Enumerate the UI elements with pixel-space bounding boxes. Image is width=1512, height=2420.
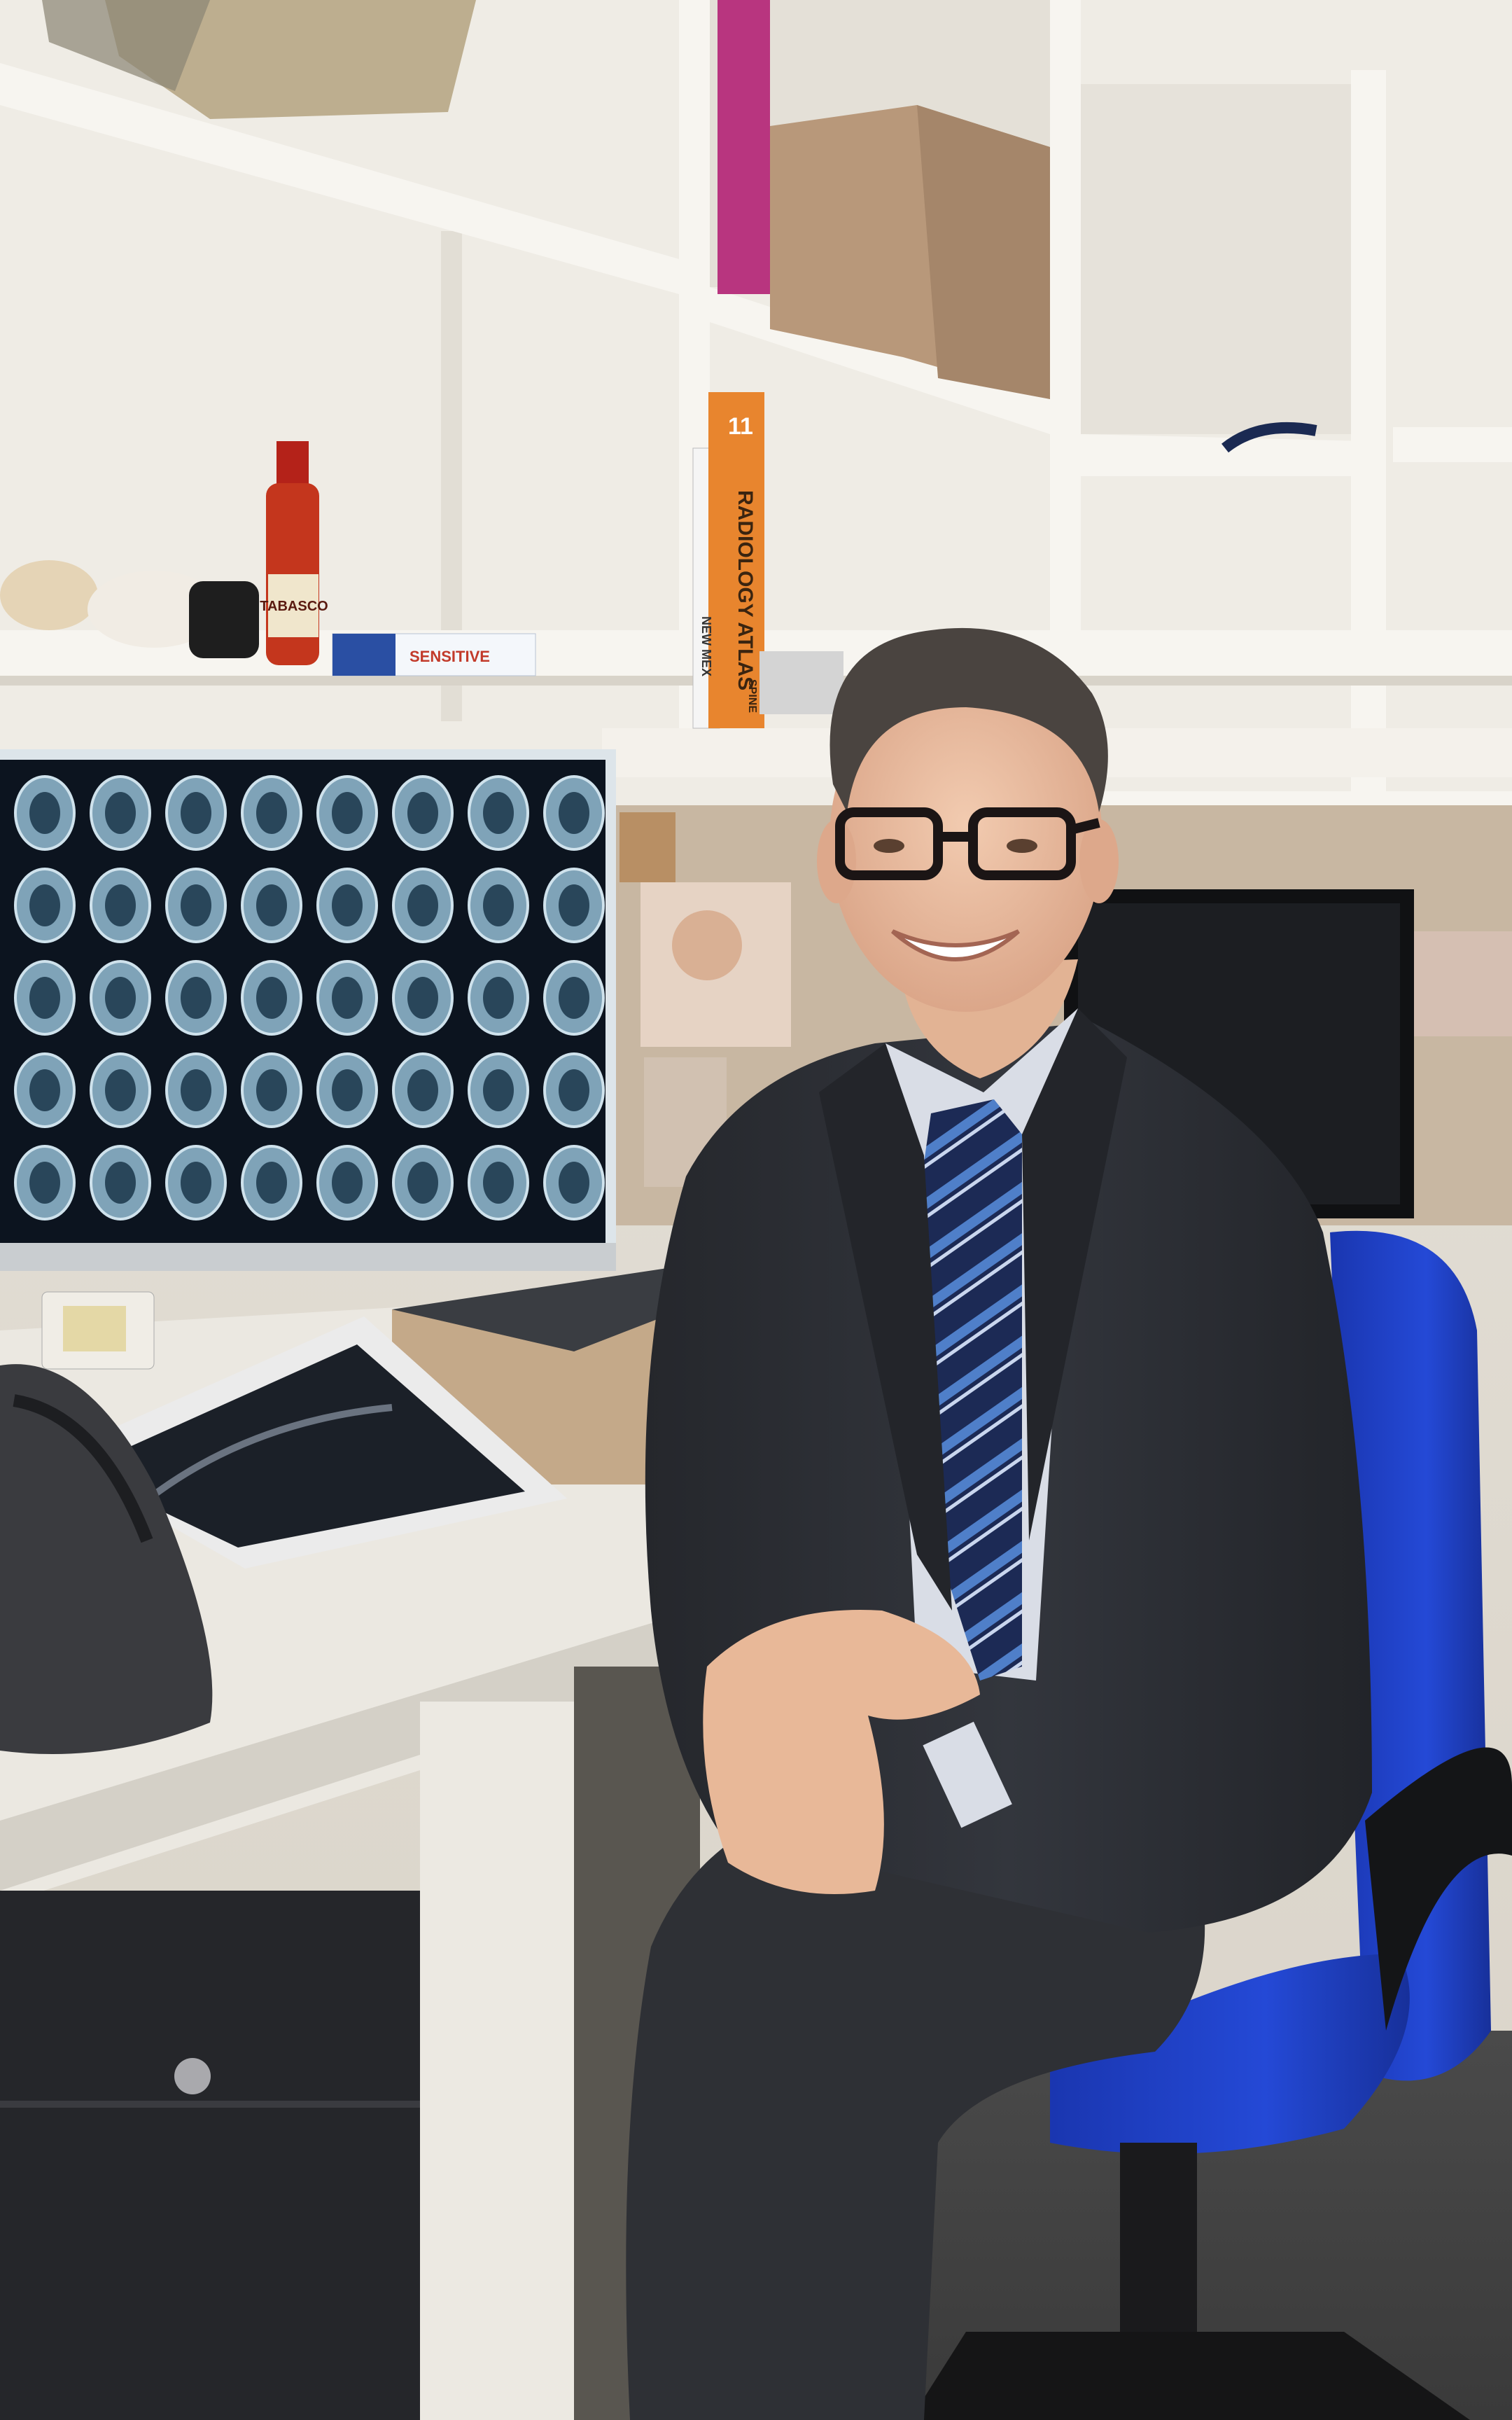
mri-slice-ventricle (559, 792, 589, 834)
mri-slice-ventricle (483, 792, 514, 834)
mri-slice-ventricle (105, 792, 136, 834)
mri-slice-ventricle (256, 884, 287, 926)
snack-bags (0, 560, 259, 658)
hands (703, 1610, 980, 1894)
hair (830, 627, 1108, 812)
cardboard-box (770, 105, 1050, 399)
mri-scan-grid (14, 775, 605, 1221)
mri-slice-ventricle (105, 1069, 136, 1111)
mri-slice-ventricle (332, 884, 363, 926)
striped-tie (924, 1099, 1022, 1681)
book-spine-number: 11 (728, 413, 753, 440)
mri-slice-ventricle (407, 884, 438, 926)
mri-slice-ventricle (181, 884, 211, 926)
lanyard (1222, 422, 1317, 453)
mri-slice-ventricle (559, 884, 589, 926)
mri-slice-ventricle (332, 792, 363, 834)
mri-slice-ventricle (29, 977, 60, 1019)
mri-slice-ventricle (559, 1069, 589, 1111)
hot-sauce-label: TABASCO (260, 599, 328, 614)
photo-edge-left (620, 812, 676, 882)
mri-slice-ventricle (256, 1069, 287, 1111)
mri-slice-ventricle (559, 977, 589, 1019)
mri-slice-ventricle (29, 1069, 60, 1111)
mri-slice-ventricle (181, 1069, 211, 1111)
mri-slice-ventricle (483, 977, 514, 1019)
seated-man (626, 627, 1373, 2420)
book-spine-title: RADIOLOGY ATLAS (734, 490, 757, 690)
hot-sauce-bottle: TABASCO (260, 441, 328, 665)
smile (891, 929, 1020, 961)
mri-slice-ventricle (29, 792, 60, 834)
mri-slice-ventricle (483, 1162, 514, 1204)
book-spine-white-title: NEW MEX (699, 616, 713, 676)
magazine-stack (718, 0, 770, 294)
book-stack: RADIOLOGY ATLAS 11 NEW MEX SPINE (692, 392, 764, 729)
backpack (0, 1364, 213, 1754)
mri-slice-ventricle (105, 1162, 136, 1204)
mri-slice-ventricle (181, 792, 211, 834)
family-photo-3 (1414, 931, 1512, 1036)
mri-slice-ventricle (483, 1069, 514, 1111)
mri-slice-ventricle (256, 792, 287, 834)
mri-slice-ventricle (559, 1162, 589, 1204)
toothpaste-box: SENSITIVE (332, 633, 536, 676)
mri-lightbox (0, 749, 616, 1271)
mri-slice-ventricle (256, 1162, 287, 1204)
mri-slice-ventricle (332, 977, 363, 1019)
laptop (392, 1267, 682, 1351)
glasses (835, 807, 1100, 880)
book-spine-white-sub: SPINE (746, 679, 758, 713)
mri-slice-ventricle (181, 977, 211, 1019)
mri-slice-ventricle (29, 1162, 60, 1204)
mri-slice-ventricle (29, 884, 60, 926)
drawer-knob (174, 2058, 211, 2094)
mri-slice-ventricle (256, 977, 287, 1019)
mri-slice-ventricle (181, 1162, 211, 1204)
mri-slice-ventricle (407, 792, 438, 834)
mri-slice-ventricle (407, 1069, 438, 1111)
mri-slice-ventricle (105, 977, 136, 1019)
mri-slice-ventricle (332, 1162, 363, 1204)
mri-slice-ventricle (483, 884, 514, 926)
office-chair (910, 1230, 1512, 2420)
wire-basket (42, 0, 476, 119)
mri-slice-ventricle (105, 884, 136, 926)
toothpaste-label: SENSITIVE (410, 648, 490, 665)
tissue-box (760, 651, 844, 714)
mri-slice-ventricle (332, 1069, 363, 1111)
mri-slice-ventricle (407, 1162, 438, 1204)
mri-slice-ventricle (407, 977, 438, 1019)
xray-film (49, 1316, 567, 1569)
